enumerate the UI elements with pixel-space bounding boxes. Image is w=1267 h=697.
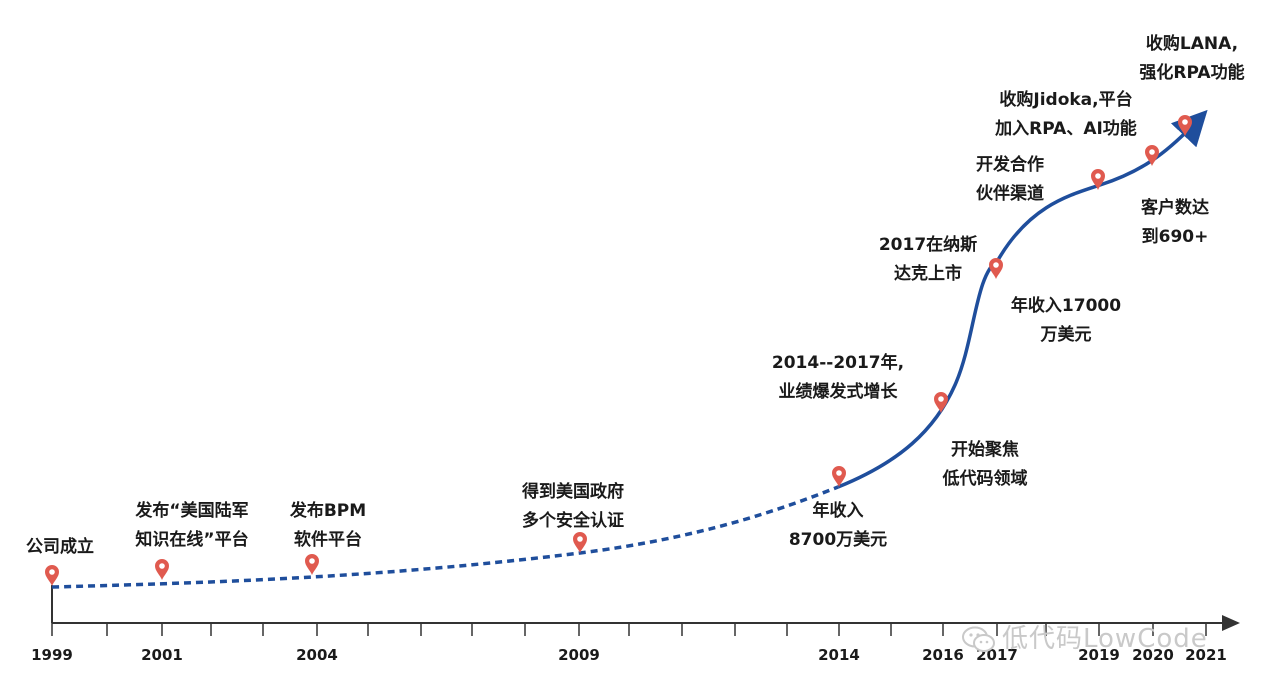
- wechat-icon: [962, 626, 995, 652]
- milestone-line: 年收入: [812, 501, 864, 521]
- growth-curve-dashed: [51, 485, 839, 589]
- milestone-line: 知识在线”平台: [135, 530, 249, 550]
- year-label-2014: 2014: [818, 646, 860, 664]
- milestone-line: 年收入17000: [1010, 296, 1122, 316]
- location-pin-icon: [573, 532, 587, 553]
- location-pin-icon: [1145, 145, 1159, 166]
- milestone-army: 发布“美国陆军 知识在线”平台: [72, 497, 312, 555]
- year-label-2016: 2016: [922, 646, 964, 664]
- watermark: 低代码LowCode: [962, 618, 1208, 655]
- milestone-line: 得到美国政府: [522, 482, 624, 502]
- milestone-line: 8700万美元: [788, 530, 888, 550]
- location-pin-icon: [305, 554, 319, 575]
- milestone-line: 达克上市: [894, 264, 962, 284]
- year-label-2019: 2019: [1078, 646, 1120, 664]
- milestone-rev2017: 年收入17000 万美元: [946, 292, 1186, 350]
- year-label-2004: 2004: [296, 646, 338, 664]
- milestone-line: 开发合作: [976, 155, 1044, 175]
- milestone-line: 收购Jidoka,平台: [999, 90, 1133, 110]
- milestone-line: 强化RPA功能: [1139, 63, 1245, 83]
- milestone-line: 低代码领域: [942, 469, 1028, 489]
- location-pin-icon: [1091, 169, 1105, 190]
- milestone-line: 发布“美国陆军: [135, 501, 249, 521]
- milestone-bpm: 发布BPM 软件平台: [208, 497, 448, 555]
- milestone-gov: 得到美国政府 多个安全认证: [453, 478, 693, 536]
- location-pin-icon: [832, 466, 846, 487]
- year-label-2009: 2009: [558, 646, 600, 664]
- milestone-line: 加入RPA、AI功能: [995, 119, 1137, 139]
- milestone-line: 公司成立: [26, 537, 94, 557]
- location-pin-icon: [155, 559, 169, 580]
- milestone-customers: 客户数达到690+: [1055, 194, 1267, 252]
- location-pin-icon: [1178, 115, 1192, 136]
- year-label-2020: 2020: [1132, 646, 1174, 664]
- milestone-lana: 收购LANA, 强化RPA功能: [1072, 30, 1267, 88]
- milestone-line: 2017在纳斯: [878, 235, 978, 255]
- watermark-text: 低代码LowCode: [1002, 624, 1208, 654]
- milestone-jidoka: 收购Jidoka,平台 加入RPA、AI功能: [946, 86, 1186, 144]
- milestone-line: 万美元: [1040, 325, 1092, 345]
- year-label-2001: 2001: [141, 646, 183, 664]
- milestone-line: 2014--2017年,: [771, 353, 905, 373]
- milestone-lowcode: 开始聚焦 低代码领域: [865, 436, 1105, 494]
- milestone-founded: 公司成立: [0, 533, 180, 562]
- milestone-line: 多个安全认证: [522, 511, 624, 531]
- year-label-2021: 2021: [1185, 646, 1227, 664]
- milestone-nasdaq: 2017在纳斯 达克上市: [808, 231, 1048, 289]
- milestone-line: 软件平台: [294, 530, 362, 550]
- milestone-boom: 2014--2017年, 业绩爆发式增长: [718, 349, 958, 407]
- location-pin-icon: [989, 258, 1003, 279]
- milestone-line: 业绩爆发式增长: [778, 382, 898, 402]
- milestone-line: 开始聚焦: [951, 440, 1019, 460]
- milestone-line: 客户数达: [1141, 198, 1209, 218]
- milestone-rev2014: 年收入 8700万美元: [718, 497, 958, 555]
- milestone-line: 伙伴渠道: [976, 184, 1044, 204]
- milestone-line: 发布BPM: [289, 501, 367, 521]
- milestone-line: 收购LANA,: [1145, 34, 1239, 54]
- milestone-line: 到690+: [1141, 227, 1209, 247]
- milestone-partners: 开发合作 伙伴渠道: [890, 151, 1130, 209]
- location-pin-icon: [934, 392, 948, 413]
- location-pin-icon: [45, 565, 59, 586]
- year-label-1999: 1999: [31, 646, 73, 664]
